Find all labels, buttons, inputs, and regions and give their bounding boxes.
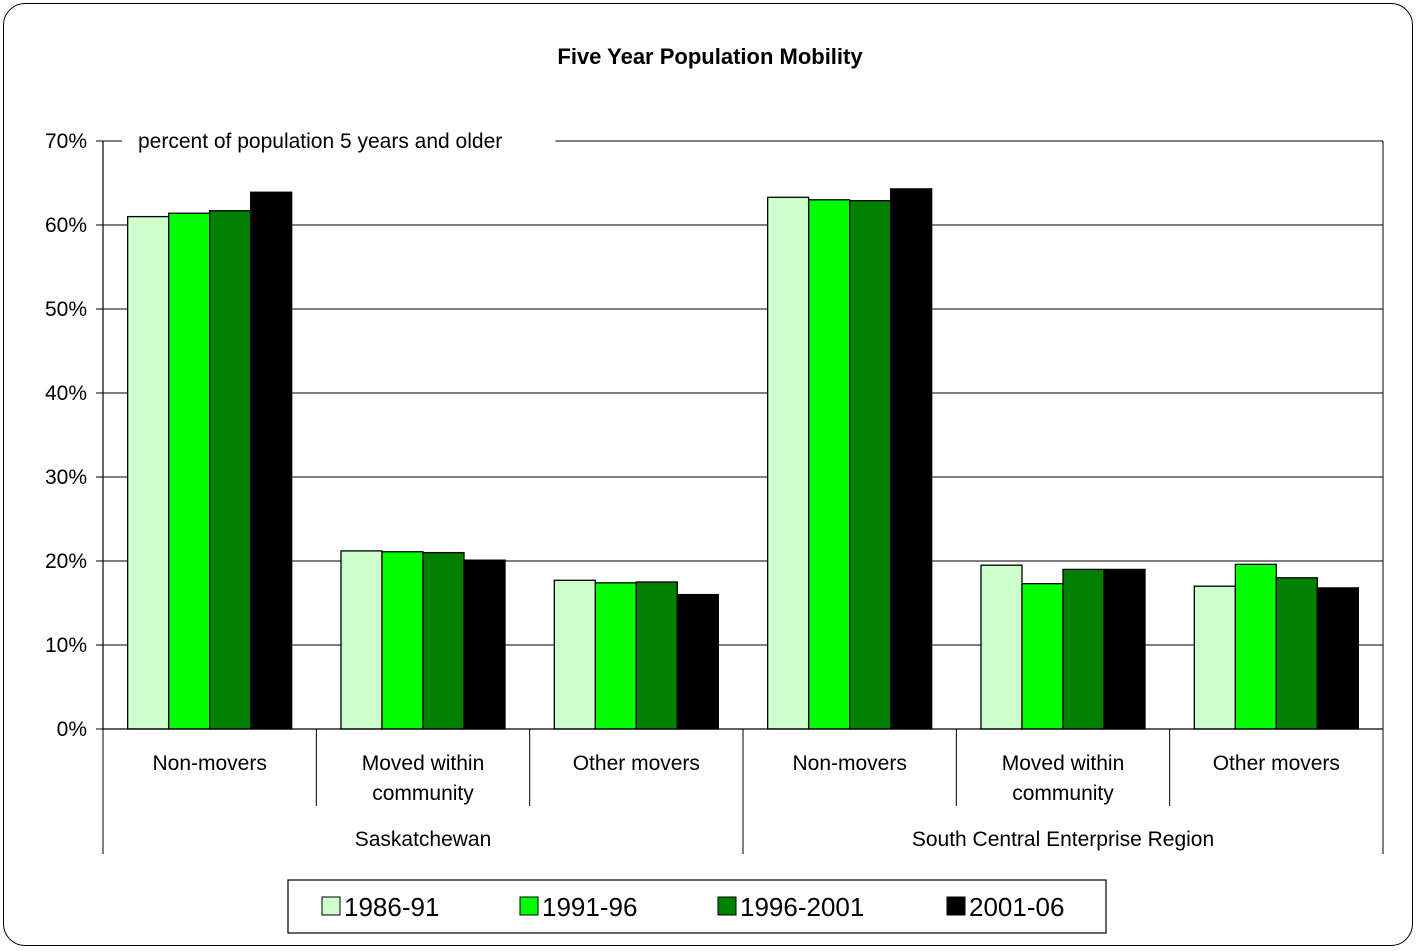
category-label: community <box>1012 782 1114 805</box>
bar-1991-96 <box>1021 583 1064 730</box>
bar-1991-96 <box>381 551 424 730</box>
bar-1986-91 <box>767 196 810 730</box>
bar-2001-06 <box>890 188 933 730</box>
bar-1996-2001 <box>422 551 465 730</box>
y-tick-label: 0% <box>57 718 87 741</box>
category-label: community <box>372 782 474 805</box>
legend-label: 1991-96 <box>542 892 637 922</box>
annotation-bg <box>122 127 556 155</box>
category-label: Moved within <box>362 752 485 775</box>
group-label: Saskatchewan <box>355 828 492 851</box>
bar-1996-2001 <box>209 210 252 730</box>
category-label: Non-movers <box>152 752 266 775</box>
bar-2001-06 <box>676 593 719 730</box>
group-label: South Central Enterprise Region <box>912 828 1214 851</box>
legend-label: 1996-2001 <box>740 892 864 922</box>
bar-1991-96 <box>1234 563 1277 730</box>
chart-annotation: percent of population 5 years and older <box>138 130 502 153</box>
bar-2001-06 <box>463 559 506 730</box>
category-label: Non-movers <box>792 752 906 775</box>
y-tick-label: 20% <box>45 550 87 573</box>
bar-1986-91 <box>1193 585 1236 730</box>
bar-1996-2001 <box>1275 577 1318 730</box>
chart-title: Five Year Population Mobility <box>557 44 863 69</box>
bar-1991-96 <box>594 582 637 730</box>
bar-1996-2001 <box>635 581 678 730</box>
bar-1991-96 <box>168 212 211 730</box>
y-tick-label: 70% <box>45 130 87 153</box>
legend-swatch-2001-06 <box>946 896 966 916</box>
legend-label: 2001-06 <box>969 892 1064 922</box>
category-label: Moved within <box>1002 752 1125 775</box>
legend-label: 1986-91 <box>344 892 439 922</box>
bar-1986-91 <box>127 215 170 730</box>
bar-1991-96 <box>808 199 851 730</box>
legend-box <box>287 879 1107 934</box>
bar-2001-06 <box>1103 568 1146 730</box>
legend-swatch-1986-91 <box>321 896 341 916</box>
category-label: Other movers <box>1213 752 1340 775</box>
y-tick-label: 10% <box>45 634 87 657</box>
bar-1996-2001 <box>849 199 892 730</box>
bar-1986-91 <box>553 579 596 730</box>
y-tick-label: 50% <box>45 298 87 321</box>
bar-1996-2001 <box>1062 568 1105 730</box>
category-label: Other movers <box>573 752 700 775</box>
y-tick-label: 40% <box>45 382 87 405</box>
bar-1986-91 <box>340 550 383 730</box>
legend-swatch-1996-2001 <box>717 896 737 916</box>
bar-2001-06 <box>1316 587 1359 730</box>
y-tick-label: 30% <box>45 466 87 489</box>
legend-swatch-1991-96 <box>519 896 539 916</box>
y-tick-label: 60% <box>45 214 87 237</box>
bar-2001-06 <box>250 191 293 730</box>
bar-1986-91 <box>980 564 1023 730</box>
